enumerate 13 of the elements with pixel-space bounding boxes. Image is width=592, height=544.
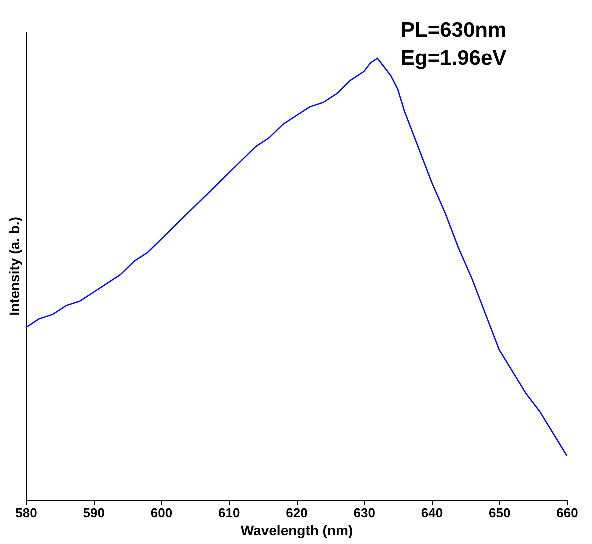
x-tick-label: 650 (489, 506, 511, 520)
x-tick-label: 620 (286, 506, 308, 520)
x-tick-label: 610 (218, 506, 240, 520)
text: PL=630nm (401, 19, 507, 42)
x-tick-label: 600 (150, 506, 173, 520)
annotation: Eg=1.96eV (401, 47, 507, 70)
y-axis-title: Intensity (a. b.) (6, 217, 22, 316)
x-axis-title: Wavelength (nm) (240, 522, 354, 538)
x-tick-label: 590 (83, 506, 105, 520)
x-tick-label: 580 (16, 506, 38, 520)
x-tick-label: 660 (556, 506, 578, 520)
x-tick-label: 630 (354, 506, 376, 520)
x-tick-label: 640 (421, 506, 444, 520)
